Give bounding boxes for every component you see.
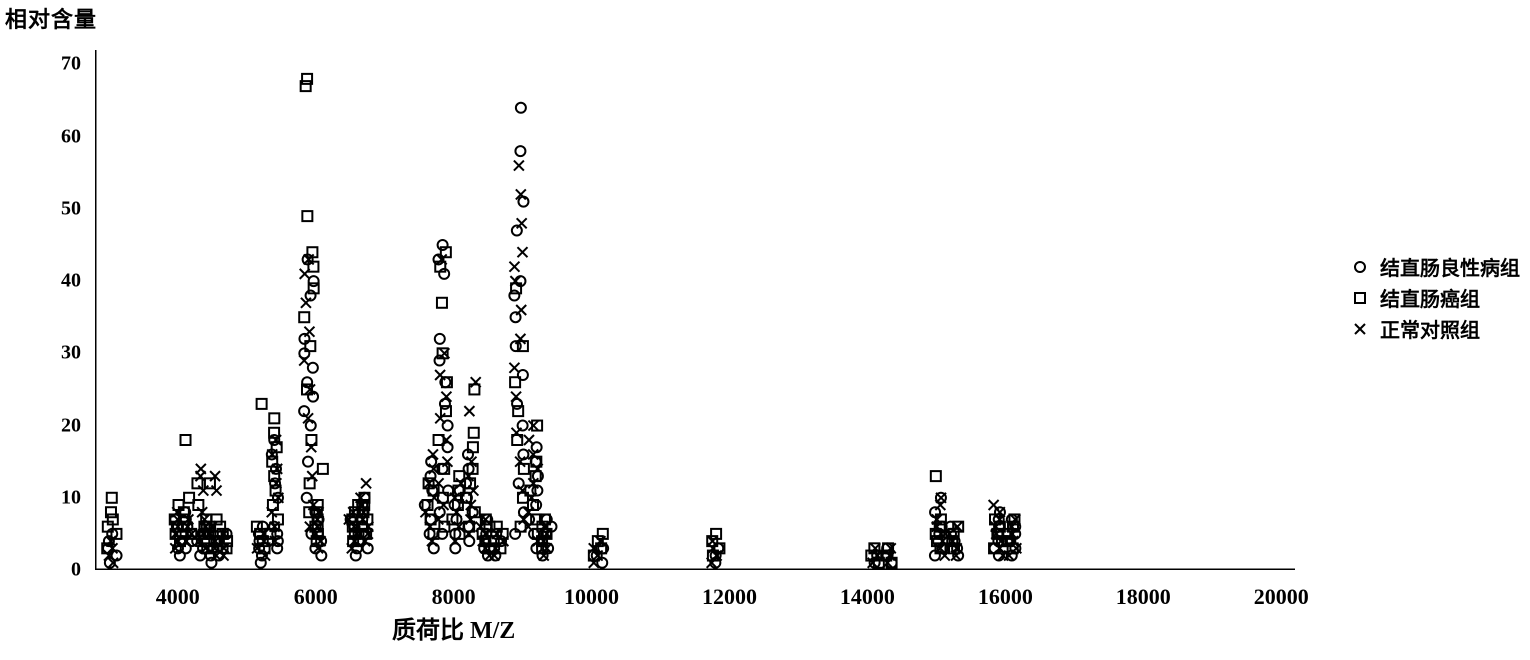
x-tick-label: 14000	[840, 584, 895, 610]
legend-item: 结直肠良性病组	[1346, 252, 1520, 281]
x-axis-title: 质荷比 M/Z	[392, 610, 515, 645]
x-tick-label: 16000	[978, 584, 1033, 610]
x-tick-label: 12000	[702, 584, 757, 610]
legend-item: 结直肠癌组	[1346, 283, 1520, 312]
x-icon	[1346, 319, 1374, 339]
legend-label: 结直肠癌组	[1380, 283, 1480, 312]
chart-container: 相对含量 01020304050607040006000800010000120…	[0, 0, 1530, 660]
circle-icon	[1346, 257, 1374, 277]
x-tick-label: 8000	[432, 584, 476, 610]
y-tick-label: 0	[71, 559, 81, 582]
legend-label: 正常对照组	[1380, 314, 1480, 343]
x-tick-label: 18000	[1116, 584, 1171, 610]
legend-label: 结直肠良性病组	[1380, 252, 1520, 281]
y-tick-label: 70	[61, 53, 81, 76]
chart-svg	[95, 50, 1295, 570]
legend-item: 正常对照组	[1346, 314, 1520, 343]
x-tick-label: 10000	[564, 584, 619, 610]
y-tick-label: 30	[61, 342, 81, 365]
y-tick-label: 40	[61, 270, 81, 293]
y-tick-label: 20	[61, 414, 81, 437]
y-axis-title: 相对含量	[5, 2, 97, 34]
y-tick-label: 10	[61, 486, 81, 509]
x-tick-label: 20000	[1254, 584, 1309, 610]
plot-area: 0102030405060704000600080001000012000140…	[95, 50, 1295, 570]
y-tick-label: 60	[61, 125, 81, 148]
x-tick-label: 4000	[156, 584, 200, 610]
legend: 结直肠良性病组结直肠癌组正常对照组	[1346, 250, 1520, 345]
y-tick-label: 50	[61, 197, 81, 220]
x-tick-label: 6000	[294, 584, 338, 610]
square-icon	[1346, 288, 1374, 308]
